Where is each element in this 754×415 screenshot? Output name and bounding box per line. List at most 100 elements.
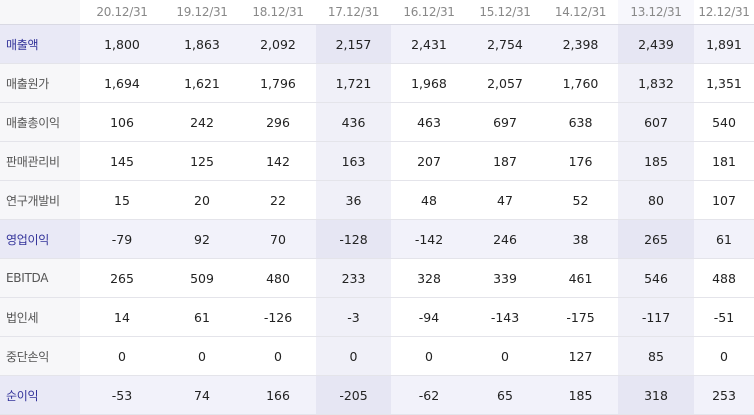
table-cell: 142 <box>240 141 316 181</box>
table-cell: 488 <box>694 258 754 298</box>
table-cell: 125 <box>164 141 240 181</box>
table-cell: 339 <box>467 258 543 298</box>
table-cell: 185 <box>543 375 618 415</box>
table-cell: 106 <box>80 102 164 142</box>
column-header: 14.12/31 <box>543 0 618 25</box>
table-cell: 185 <box>618 141 694 181</box>
table-row: 법인세 14 61 -126 -3 -94 -143 -175 -117 -51 <box>0 297 754 337</box>
table-cell: 0 <box>694 336 754 376</box>
table-cell: 1,968 <box>391 63 467 103</box>
table-cell: 163 <box>316 141 391 181</box>
table-cell: -117 <box>618 297 694 337</box>
table-cell: 242 <box>164 102 240 142</box>
table-cell: 509 <box>164 258 240 298</box>
table-cell: 253 <box>694 375 754 415</box>
column-header: 13.12/31 <box>618 0 694 25</box>
table-cell: 15 <box>80 180 164 220</box>
table-cell: -142 <box>391 219 467 259</box>
table-cell: 85 <box>618 336 694 376</box>
table-cell: 318 <box>618 375 694 415</box>
column-header: 18.12/31 <box>240 0 316 25</box>
table-cell: 461 <box>543 258 618 298</box>
table-cell: 61 <box>694 219 754 259</box>
row-label: EBITDA <box>0 258 80 298</box>
row-label: 판매관리비 <box>0 141 80 181</box>
column-header: 19.12/31 <box>164 0 240 25</box>
table-cell: 0 <box>240 336 316 376</box>
table-cell: 2,754 <box>467 24 543 64</box>
table-cell: 2,157 <box>316 24 391 64</box>
table-cell: 607 <box>618 102 694 142</box>
table-cell: 540 <box>694 102 754 142</box>
table-cell: 80 <box>618 180 694 220</box>
table-cell: -175 <box>543 297 618 337</box>
table-cell: 181 <box>694 141 754 181</box>
table-cell: 233 <box>316 258 391 298</box>
table-cell: 2,092 <box>240 24 316 64</box>
table-cell: -94 <box>391 297 467 337</box>
table-row: 매출총이익 106 242 296 436 463 697 638 607 54… <box>0 102 754 142</box>
table-cell: 2,439 <box>618 24 694 64</box>
table-cell: 1,721 <box>316 63 391 103</box>
table-cell: 1,760 <box>543 63 618 103</box>
table-row: 매출원가 1,694 1,621 1,796 1,721 1,968 2,057… <box>0 63 754 103</box>
table-cell: 296 <box>240 102 316 142</box>
table-cell: 107 <box>694 180 754 220</box>
table-cell: 697 <box>467 102 543 142</box>
table-cell: 48 <box>391 180 467 220</box>
table-cell: 127 <box>543 336 618 376</box>
table-cell: 436 <box>316 102 391 142</box>
table-row: 매출액 1,800 1,863 2,092 2,157 2,431 2,754 … <box>0 24 754 64</box>
table-cell: 1,832 <box>618 63 694 103</box>
table-cell: 176 <box>543 141 618 181</box>
table-cell: 1,796 <box>240 63 316 103</box>
table-cell: 74 <box>164 375 240 415</box>
column-header: 12.12/31 <box>694 0 754 25</box>
table-cell: 36 <box>316 180 391 220</box>
table-cell: 2,398 <box>543 24 618 64</box>
table-cell: 47 <box>467 180 543 220</box>
table-cell: 1,863 <box>164 24 240 64</box>
table-cell: 1,351 <box>694 63 754 103</box>
table-cell: 1,800 <box>80 24 164 64</box>
header-row: 20.12/31 19.12/31 18.12/31 17.12/31 16.1… <box>0 0 754 25</box>
table-row: 판매관리비 145 125 142 163 207 187 176 185 18… <box>0 141 754 181</box>
table-cell: -79 <box>80 219 164 259</box>
table-cell: -126 <box>240 297 316 337</box>
table-cell: -62 <box>391 375 467 415</box>
table-cell: 187 <box>467 141 543 181</box>
table-cell: 546 <box>618 258 694 298</box>
table-cell: 0 <box>467 336 543 376</box>
table-row: 영업이익 -79 92 70 -128 -142 246 38 265 61 <box>0 219 754 259</box>
table-cell: -53 <box>80 375 164 415</box>
column-header: 15.12/31 <box>467 0 543 25</box>
column-header: 16.12/31 <box>391 0 467 25</box>
row-label: 영업이익 <box>0 219 80 259</box>
table-cell: 265 <box>80 258 164 298</box>
table-cell: 61 <box>164 297 240 337</box>
table-cell: 480 <box>240 258 316 298</box>
table-cell: 1,621 <box>164 63 240 103</box>
table-cell: -51 <box>694 297 754 337</box>
table-cell: 70 <box>240 219 316 259</box>
table-row: 연구개발비 15 20 22 36 48 47 52 80 107 <box>0 180 754 220</box>
column-header: 17.12/31 <box>316 0 391 25</box>
table-cell: 14 <box>80 297 164 337</box>
table-row: 중단손익 0 0 0 0 0 0 127 85 0 <box>0 336 754 376</box>
table-cell: 1,694 <box>80 63 164 103</box>
table-cell: 0 <box>391 336 467 376</box>
table-cell: 92 <box>164 219 240 259</box>
table-row: 순이익 -53 74 166 -205 -62 65 185 318 253 <box>0 375 754 415</box>
row-label: 매출총이익 <box>0 102 80 142</box>
table-cell: 2,057 <box>467 63 543 103</box>
column-header: 20.12/31 <box>80 0 164 25</box>
table-cell: 20 <box>164 180 240 220</box>
table-cell: 22 <box>240 180 316 220</box>
row-label: 매출원가 <box>0 63 80 103</box>
table-cell: 1,891 <box>694 24 754 64</box>
table-cell: 2,431 <box>391 24 467 64</box>
corner-cell <box>0 0 80 25</box>
table-cell: -143 <box>467 297 543 337</box>
table-cell: -205 <box>316 375 391 415</box>
